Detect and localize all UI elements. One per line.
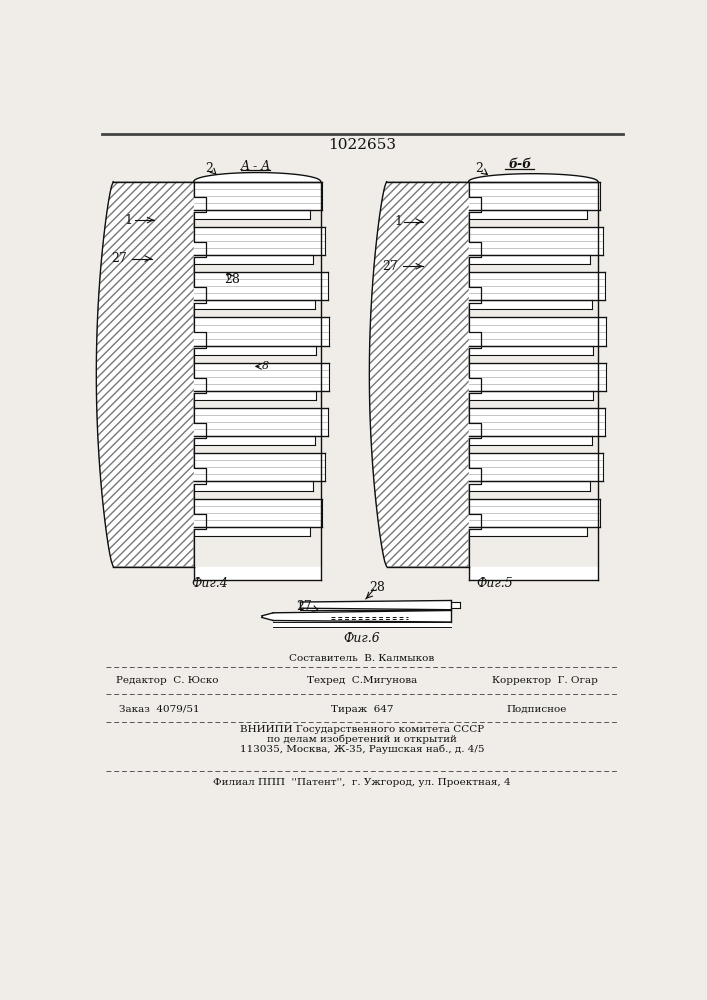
Text: 27: 27	[112, 252, 127, 265]
Text: Фиг.5: Фиг.5	[476, 577, 513, 590]
Polygon shape	[194, 317, 329, 346]
Polygon shape	[469, 499, 600, 527]
Polygon shape	[469, 436, 592, 445]
Polygon shape	[469, 363, 607, 391]
Polygon shape	[194, 182, 322, 210]
Polygon shape	[469, 317, 607, 346]
Polygon shape	[469, 391, 593, 400]
Polygon shape	[469, 272, 605, 300]
Polygon shape	[469, 300, 592, 309]
Text: 28: 28	[225, 273, 240, 286]
Text: Филиал ППП  ''Патент'',  г. Ужгород, ул. Проектная, 4: Филиал ППП ''Патент'', г. Ужгород, ул. П…	[213, 778, 510, 787]
Polygon shape	[262, 613, 273, 620]
Polygon shape	[469, 453, 602, 481]
Polygon shape	[194, 255, 312, 264]
Text: Редактор  С. Юско: Редактор С. Юско	[116, 676, 218, 685]
Polygon shape	[469, 255, 590, 264]
Polygon shape	[469, 182, 600, 210]
Polygon shape	[194, 436, 315, 445]
Polygon shape	[194, 210, 310, 219]
Polygon shape	[194, 391, 316, 400]
Polygon shape	[469, 174, 598, 182]
Text: Заказ  4079/51: Заказ 4079/51	[119, 705, 200, 714]
Polygon shape	[194, 408, 328, 436]
Polygon shape	[469, 527, 587, 536]
Polygon shape	[450, 602, 460, 608]
Polygon shape	[96, 182, 206, 567]
Text: Корректор  Г. Огар: Корректор Г. Огар	[491, 676, 597, 685]
Polygon shape	[300, 600, 450, 610]
Polygon shape	[469, 408, 605, 436]
Text: Тираж  647: Тираж 647	[331, 705, 393, 714]
Text: A - A: A - A	[240, 160, 271, 173]
Text: Подписное: Подписное	[506, 705, 567, 714]
Polygon shape	[194, 453, 325, 481]
Polygon shape	[194, 499, 322, 527]
Polygon shape	[194, 272, 328, 300]
Text: б-б: б-б	[508, 158, 532, 171]
Polygon shape	[369, 182, 481, 567]
Polygon shape	[194, 346, 316, 355]
Polygon shape	[469, 227, 602, 255]
Polygon shape	[469, 210, 587, 219]
Text: Техред  С.Мигунова: Техред С.Мигунова	[307, 676, 417, 685]
Polygon shape	[369, 182, 481, 567]
Polygon shape	[273, 610, 450, 622]
Text: 2: 2	[206, 162, 214, 175]
Polygon shape	[194, 567, 321, 580]
Text: Фиг.6: Фиг.6	[344, 632, 380, 645]
Text: ВНИИПИ Государственного комитета СССР: ВНИИПИ Государственного комитета СССР	[240, 725, 484, 734]
Text: 28: 28	[370, 581, 385, 594]
Text: 1: 1	[124, 214, 133, 227]
Polygon shape	[194, 363, 329, 391]
Polygon shape	[194, 481, 312, 491]
Text: 27: 27	[296, 600, 312, 613]
Text: Составитель  В. Калмыков: Составитель В. Калмыков	[289, 654, 435, 663]
Polygon shape	[469, 346, 593, 355]
Polygon shape	[96, 182, 206, 567]
Polygon shape	[194, 527, 310, 536]
Polygon shape	[194, 300, 315, 309]
Text: 2: 2	[475, 162, 483, 175]
Polygon shape	[469, 567, 598, 580]
Text: Фиг.4: Фиг.4	[191, 577, 228, 590]
Text: 1: 1	[394, 215, 402, 228]
Polygon shape	[194, 227, 325, 255]
Text: 1022653: 1022653	[328, 138, 396, 152]
Polygon shape	[273, 622, 450, 627]
Polygon shape	[194, 173, 321, 182]
Text: 27: 27	[382, 260, 398, 273]
Text: по делам изобретений и открытий: по делам изобретений и открытий	[267, 734, 457, 744]
Text: 113035, Москва, Ж-35, Раушская наб., д. 4/5: 113035, Москва, Ж-35, Раушская наб., д. …	[240, 744, 484, 754]
Text: 8: 8	[262, 361, 269, 371]
Polygon shape	[469, 481, 590, 491]
